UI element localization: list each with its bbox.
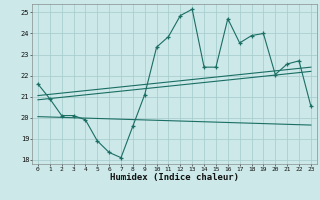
X-axis label: Humidex (Indice chaleur): Humidex (Indice chaleur)	[110, 173, 239, 182]
